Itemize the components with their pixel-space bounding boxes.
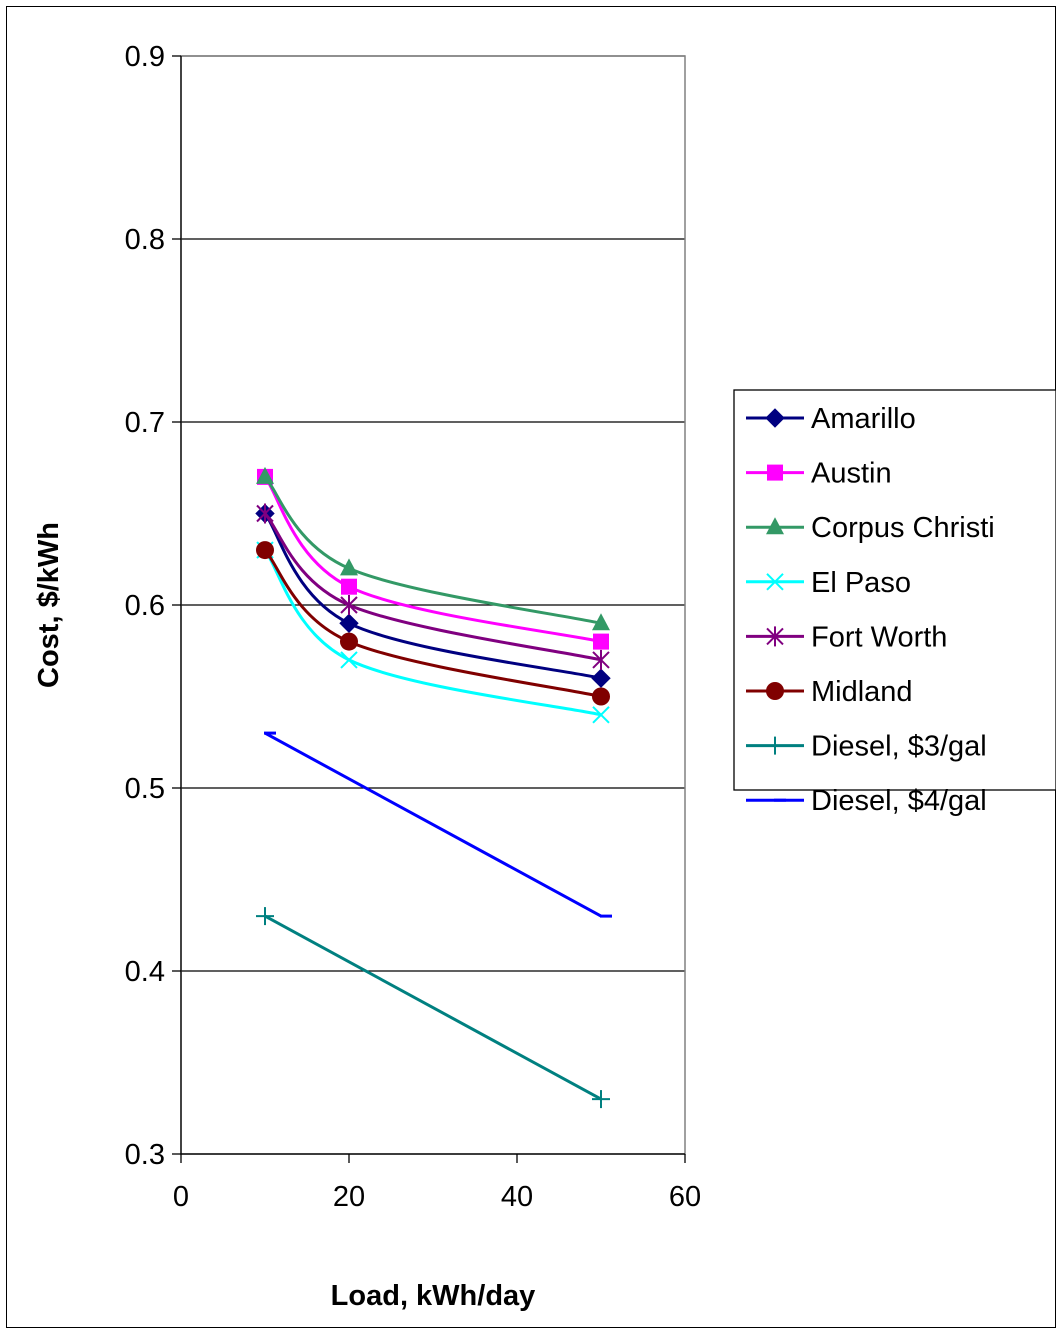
y-tick-label: 0.4	[125, 956, 165, 988]
data-point	[256, 503, 274, 524]
data-point	[256, 466, 274, 484]
series-layer	[255, 466, 612, 1109]
series-line	[263, 475, 602, 625]
x-tick-label: 20	[333, 1181, 365, 1213]
data-point	[592, 706, 610, 724]
data-point	[341, 578, 357, 595]
x-axis: 0 20 40 60	[173, 1153, 701, 1213]
legend-marker	[766, 626, 784, 647]
y-tick-label: 0.6	[125, 590, 165, 622]
data-point	[256, 541, 274, 560]
data-point	[592, 649, 610, 670]
legend-label: El Paso	[811, 567, 911, 599]
series-line	[263, 512, 602, 662]
series-midland	[256, 541, 610, 706]
legend-entry: Austin	[746, 458, 892, 490]
data-point	[592, 613, 610, 631]
plot-area: 0.3 0.4 0.5 0.6 0.7 0.8 0.9 0 20 40 60	[125, 41, 701, 1213]
series-line	[263, 512, 602, 680]
y-tick-label: 0.8	[125, 224, 165, 256]
data-point	[591, 668, 611, 688]
data-point	[592, 687, 610, 706]
x-tick-label: 40	[501, 1181, 533, 1213]
legend-label: Fort Worth	[811, 621, 947, 653]
y-tick-label: 0.7	[125, 407, 165, 439]
legend-label: Diesel, $4/gal	[811, 785, 987, 817]
legend-entry: Midland	[746, 676, 913, 708]
series-line	[263, 475, 602, 644]
legend-entry: Diesel, $4/gal	[746, 785, 987, 817]
data-point	[340, 595, 358, 615]
legend-marker	[766, 517, 784, 535]
data-point	[340, 558, 358, 576]
legend-label: Corpus Christi	[811, 512, 995, 544]
legend: Amarillo Austin Corpus Christi El Paso Fort …	[733, 389, 1056, 817]
series-line	[264, 731, 602, 918]
data-point	[592, 1090, 610, 1109]
y-axis-title: Cost, $/kWh	[33, 522, 65, 688]
legend-entry: Diesel, $3/gal	[746, 731, 987, 763]
y-tick-label: 0.9	[125, 41, 165, 73]
x-tick-label: 60	[669, 1181, 701, 1213]
legend-marker	[766, 682, 784, 700]
legend-entry: El Paso	[746, 567, 911, 599]
legend-entry: Amarillo	[746, 403, 916, 435]
y-tick-label: 0.3	[125, 1139, 165, 1171]
legend-marker	[765, 408, 785, 428]
legend-marker	[766, 573, 784, 591]
legend-marker	[766, 736, 784, 755]
data-point	[339, 613, 359, 634]
legend-entry: Fort Worth	[746, 621, 947, 653]
legend-label: Diesel, $3/gal	[811, 731, 987, 763]
series-line	[263, 549, 602, 717]
series-line	[263, 549, 602, 698]
x-axis-title: Load, kWh/day	[331, 1280, 536, 1312]
data-point	[340, 632, 358, 651]
legend-marker	[767, 464, 783, 481]
data-point	[256, 907, 274, 926]
y-axis: 0.3 0.4 0.5 0.6 0.7 0.8 0.9	[125, 41, 182, 1171]
legend-entry: Corpus Christi	[746, 512, 995, 544]
y-tick-label: 0.5	[125, 773, 165, 805]
series-diesel-4-gal	[264, 731, 612, 918]
series-diesel-3-gal	[256, 907, 610, 1109]
legend-label: Austin	[811, 458, 892, 490]
series-corpus-christi	[256, 466, 610, 631]
data-point	[593, 633, 609, 650]
legend-box	[733, 389, 1056, 791]
legend-label: Amarillo	[811, 403, 916, 435]
data-point	[340, 651, 358, 669]
series-fort-worth	[256, 503, 610, 670]
series-line	[264, 914, 602, 1101]
x-tick-label: 0	[173, 1181, 189, 1213]
legend-label: Midland	[811, 676, 913, 708]
